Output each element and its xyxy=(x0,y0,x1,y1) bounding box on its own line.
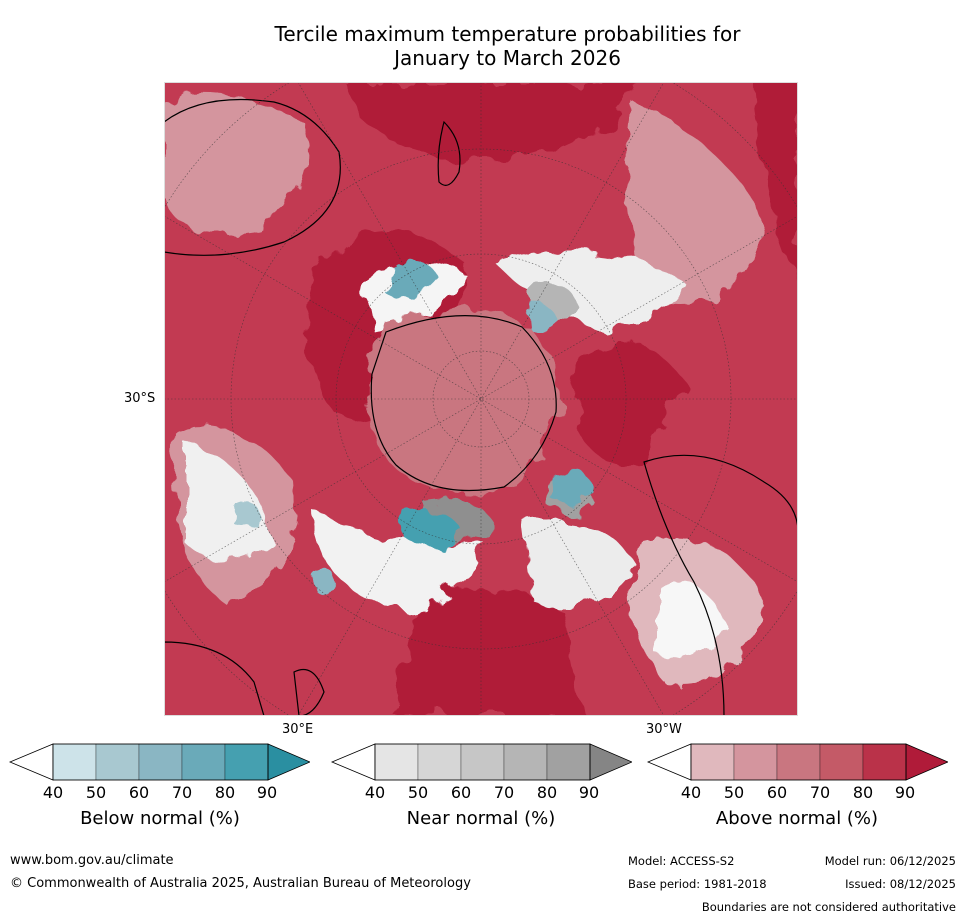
antarctica xyxy=(368,309,560,495)
legend-below-tick: 90 xyxy=(256,783,278,802)
legend-above-tick: 40 xyxy=(680,783,702,802)
zone-white-south xyxy=(314,512,484,612)
colorbar-arrow-high xyxy=(589,743,632,781)
colorbar-arrow-low xyxy=(8,743,54,781)
coast-africa xyxy=(164,641,265,716)
legend-above-tick: 70 xyxy=(809,783,831,802)
footer-issued: Issued: 08/12/2025 xyxy=(845,877,956,891)
zone-white-se xyxy=(524,520,634,607)
legend-above-title: Above normal (%) xyxy=(715,808,879,829)
zone-above-50-ne xyxy=(628,102,764,303)
zone-white-ring-ne xyxy=(494,250,684,332)
chart-title: Tercile maximum temperature probabilitie… xyxy=(160,22,855,70)
colorbar-segment xyxy=(52,743,97,781)
lat-label-30s: 30°S xyxy=(124,391,156,406)
coast-antarctica xyxy=(370,315,557,492)
colorbar-frame xyxy=(52,743,269,781)
legend-above-tick: 80 xyxy=(852,783,874,802)
zone-below-blue-3 xyxy=(549,469,594,504)
zone-above-90-north xyxy=(344,82,634,164)
zone-below-blue-6 xyxy=(312,569,339,592)
colorbar-segment xyxy=(417,743,462,781)
map-frame xyxy=(164,82,798,716)
legend-above-normal-colorbar xyxy=(646,743,948,781)
colorbar-segment xyxy=(690,743,735,781)
legend-below-tick: 70 xyxy=(171,783,193,802)
colorbar-segment xyxy=(224,743,269,781)
legend-above-tick: 60 xyxy=(766,783,788,802)
footer-model-run: Model run: 06/12/2025 xyxy=(824,854,956,868)
title-line-1: Tercile maximum temperature probabilitie… xyxy=(274,22,741,46)
footer-base-period: Base period: 1981-2018 xyxy=(628,877,767,891)
legend-below-tick: 50 xyxy=(85,783,107,802)
colorbar-segment xyxy=(138,743,183,781)
colorbar-segment xyxy=(776,743,821,781)
colorbar-segment xyxy=(95,743,140,781)
zone-above-50-nw xyxy=(164,95,309,234)
title-line-2: January to March 2026 xyxy=(394,46,621,70)
legend-below-tick: 40 xyxy=(42,783,64,802)
colorbar-segment xyxy=(862,743,907,781)
zone-above-90-south xyxy=(394,589,584,716)
colorbar-arrow-high xyxy=(905,743,948,781)
colorbar-segment xyxy=(733,743,778,781)
legend-below-tick: 60 xyxy=(128,783,150,802)
graticule-meridian-5 xyxy=(164,215,798,583)
coast-new-zealand xyxy=(437,120,461,186)
footer-model: Model: ACCESS-S2 xyxy=(628,854,735,868)
legend-near-tick: 80 xyxy=(536,783,558,802)
legend-below-title: Below normal (%) xyxy=(80,808,240,829)
zone-below-blue-1 xyxy=(404,509,464,548)
colorbar-frame xyxy=(374,743,591,781)
graticule-meridian-3 xyxy=(164,215,798,583)
colorbar-segment xyxy=(819,743,864,781)
legend-near-tick: 70 xyxy=(493,783,515,802)
lon-label-30w: 30°W xyxy=(646,722,682,737)
legend-near-title: Near normal (%) xyxy=(406,808,556,829)
legend-near-tick: 90 xyxy=(578,783,600,802)
colorbar-arrow-low xyxy=(330,743,376,781)
colorbar-segment xyxy=(181,743,226,781)
legend-above-tick: 50 xyxy=(723,783,745,802)
legend-near-tick: 40 xyxy=(364,783,386,802)
graticule-meridian-4 xyxy=(297,82,665,716)
legend-near-tick: 60 xyxy=(450,783,472,802)
colorbar-segment xyxy=(503,743,548,781)
legend-near-normal-colorbar xyxy=(330,743,632,781)
colorbar-segment xyxy=(460,743,505,781)
footer-url: www.bom.gov.au/climate xyxy=(10,853,174,868)
coast-australia xyxy=(164,98,341,256)
legend-above-tick: 90 xyxy=(894,783,916,802)
legend-near-tick: 50 xyxy=(407,783,429,802)
zone-below-blue-5 xyxy=(232,499,264,530)
legend-below-tick: 80 xyxy=(214,783,236,802)
zone-white-sw xyxy=(184,442,274,562)
graticule-meridian-6 xyxy=(297,82,665,716)
zone-below-blue-4 xyxy=(524,304,559,331)
zone-above-90-ne xyxy=(754,82,798,282)
zone-white-ring-nw xyxy=(364,264,464,332)
legend-below-normal-colorbar xyxy=(8,743,310,781)
zone-white-far-se xyxy=(654,580,724,658)
colorbar-arrow-low xyxy=(646,743,692,781)
footer-boundaries-note: Boundaries are not considered authoritat… xyxy=(701,900,956,914)
colorbar-frame xyxy=(690,743,907,781)
zone-above-90-east xyxy=(574,342,684,464)
colorbar-segment xyxy=(546,743,591,781)
probability-map xyxy=(164,82,798,716)
footer-copyright: © Commonwealth of Australia 2025, Austra… xyxy=(10,876,471,891)
zone-below-blue-2 xyxy=(389,261,439,300)
colorbar-arrow-high xyxy=(267,743,310,781)
colorbar-segment xyxy=(374,743,419,781)
lon-label-30e: 30°E xyxy=(282,722,314,737)
